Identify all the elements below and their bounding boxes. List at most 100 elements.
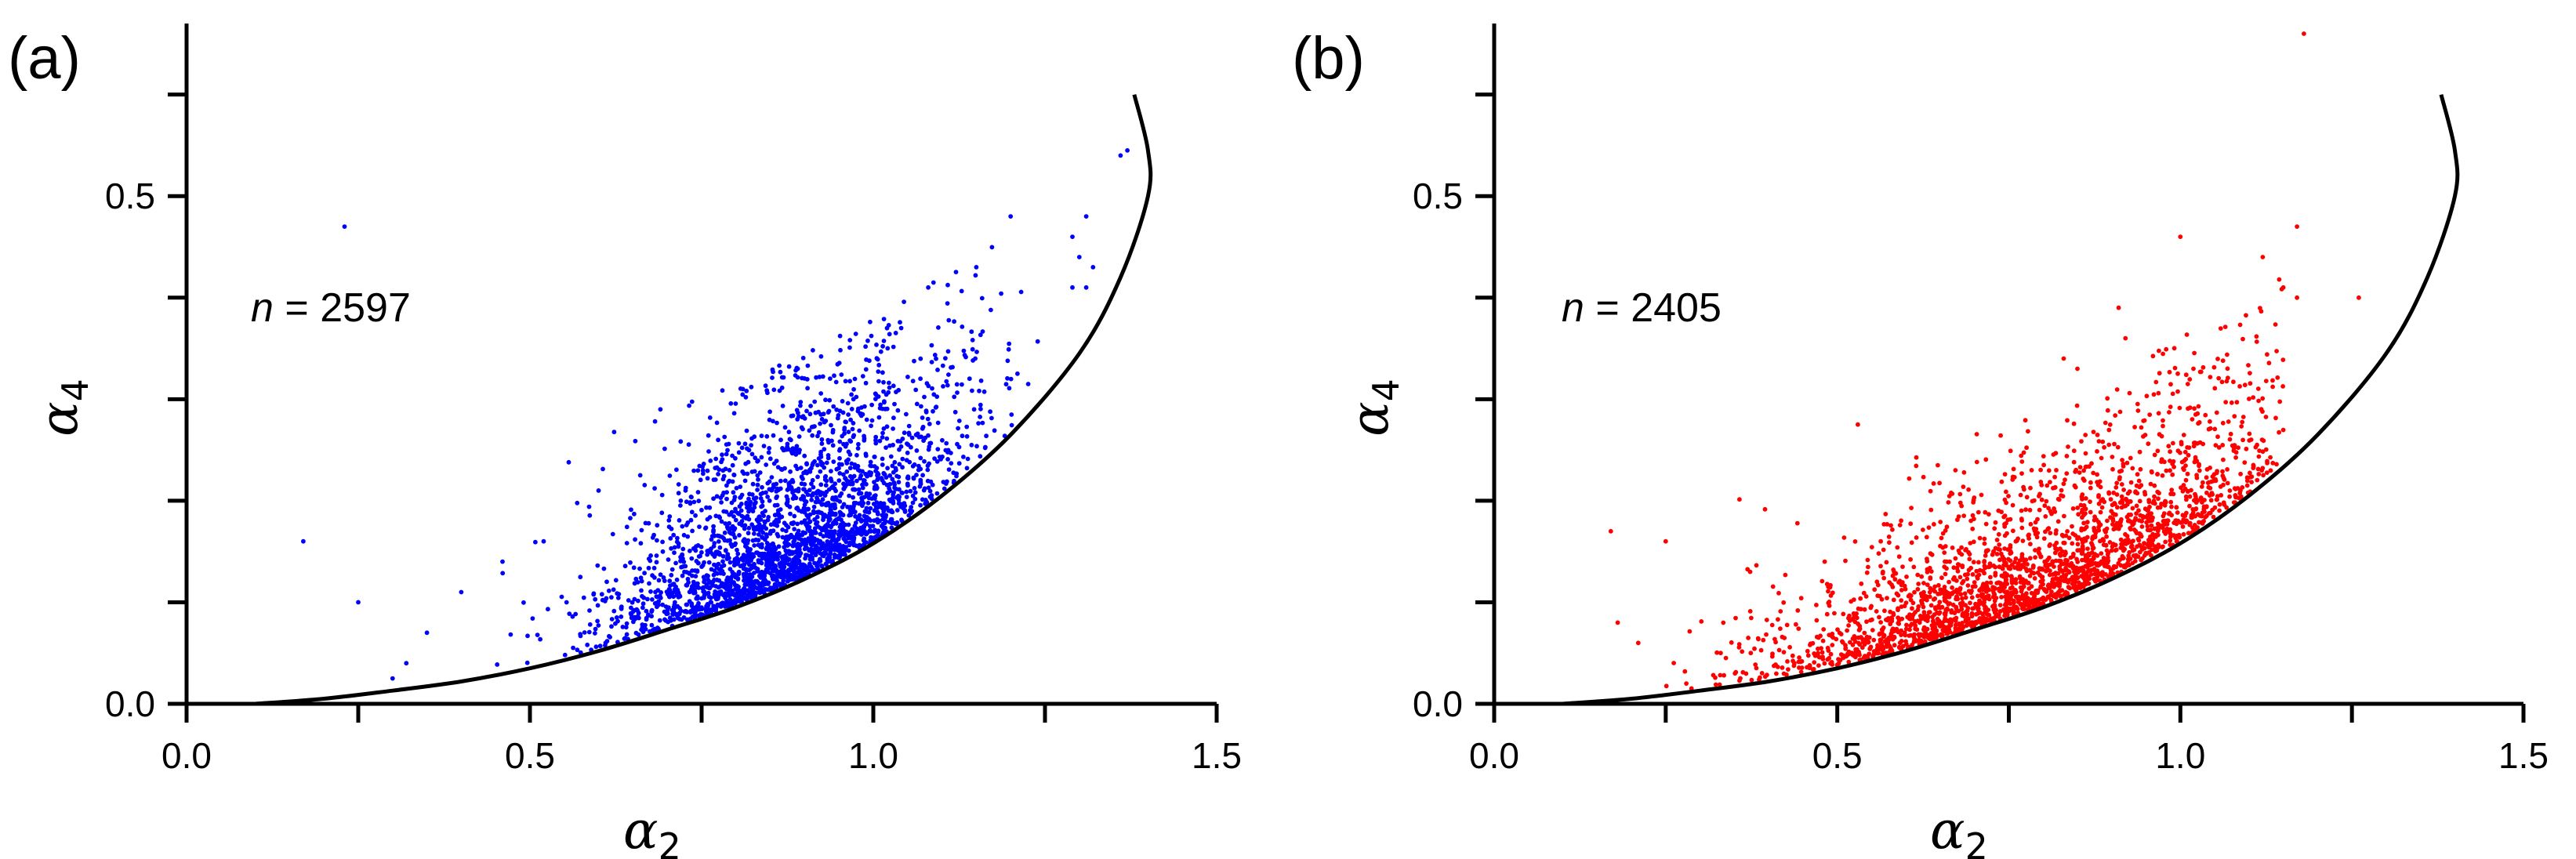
panel-a-data-point xyxy=(830,484,836,489)
panel-a-data-point xyxy=(746,459,751,465)
panel-a-data-point xyxy=(585,642,590,647)
panel-a-data-point xyxy=(771,528,776,534)
panel-a-data-point xyxy=(846,522,851,527)
panel-a-data-point xyxy=(637,473,643,478)
panel-b-data-point xyxy=(1857,626,1863,632)
panel-b-data-point xyxy=(2089,541,2094,545)
panel-a-data-point xyxy=(869,402,874,408)
panel-a-data-point xyxy=(660,602,666,607)
panel-b-data-point xyxy=(1736,642,1742,647)
panel-a-data-point xyxy=(840,512,845,517)
panel-b-data-point xyxy=(2030,564,2036,569)
panel-a-data-point xyxy=(741,538,746,543)
panel-b-data-point xyxy=(1971,560,1976,565)
panel-a-data-point xyxy=(729,580,735,585)
panel-b-data-point xyxy=(2251,395,2256,400)
panel-b-outlier-point xyxy=(2075,366,2080,372)
panel-b-data-point xyxy=(2254,334,2259,339)
panel-b-data-point xyxy=(1899,598,1904,603)
panel-b-data-point xyxy=(2138,466,2143,472)
panel-b-data-point xyxy=(1977,535,1983,541)
panel-a-data-point xyxy=(782,478,788,484)
panel-b-data-point xyxy=(2074,556,2080,562)
panel-b-data-point xyxy=(2097,562,2103,567)
panel-b-data-point xyxy=(1974,611,1979,617)
panel-b-data-point xyxy=(2110,518,2116,524)
panel-a-data-point xyxy=(869,423,873,429)
panel-a-data-point xyxy=(651,628,657,633)
panel-b-data-point xyxy=(2148,481,2153,487)
panel-a-data-point xyxy=(649,607,655,613)
panel-a-outlier-point xyxy=(658,407,663,412)
panel-a-data-point xyxy=(705,549,710,553)
panel-b-outlier-point xyxy=(2178,234,2183,239)
panel-b-data-point xyxy=(1974,568,1979,574)
panel-a-data-point xyxy=(837,455,842,461)
panel-a-data-point xyxy=(914,473,919,477)
panel-a-data-point xyxy=(692,568,698,573)
panel-b-data-point xyxy=(2152,483,2157,488)
panel-a-data-point xyxy=(632,511,637,516)
panel-b-data-point xyxy=(2056,558,2062,564)
panel-b-data-point xyxy=(1878,564,1883,569)
panel-b-data-point xyxy=(1916,582,1921,586)
panel-b-data-point xyxy=(1882,608,1887,614)
panel-b-data-point xyxy=(2124,496,2128,502)
panel-a-data-point xyxy=(782,553,788,558)
panel-b-data-point xyxy=(2150,353,2156,359)
panel-b-data-point xyxy=(1944,631,1950,636)
panel-a-data-point xyxy=(895,438,901,444)
panel-a-data-point xyxy=(840,520,846,526)
panel-b-data-point xyxy=(1994,538,2000,542)
panel-b-data-point xyxy=(2208,479,2214,484)
panel-b-data-point xyxy=(2046,468,2052,473)
panel-a-data-point xyxy=(680,573,685,578)
panel-a-tick-labels: 0.0 0.5 1.0 1.50.00.5 xyxy=(105,176,1242,776)
panel-b-data-point xyxy=(2233,450,2239,455)
panel-a-data-point xyxy=(829,469,833,473)
panel-a-data-point xyxy=(726,441,731,447)
panel-b-data-point xyxy=(2041,595,2046,600)
panel-a-data-point xyxy=(653,589,658,595)
panel-b-data-point xyxy=(2114,480,2120,486)
panel-b-data-point xyxy=(2065,418,2070,423)
panel-a-data-point xyxy=(836,553,841,559)
panel-b-data-point xyxy=(1912,589,1917,595)
panel-b-data-point xyxy=(2104,548,2110,553)
panel-a-outlier-point xyxy=(1090,265,1096,270)
panel-a-data-point xyxy=(841,502,847,507)
panel-b-data-point xyxy=(1921,589,1926,595)
panel-a-data-point xyxy=(735,556,739,560)
panel-b-data-point xyxy=(2082,577,2088,582)
panel-a-data-point xyxy=(673,560,678,566)
panel-b-data-point xyxy=(1938,587,1943,593)
panel-a-data-point xyxy=(900,437,905,441)
panel-b-data-point xyxy=(2027,573,2033,578)
panel-b-data-point xyxy=(1950,545,1955,550)
panel-b-data-point xyxy=(2023,418,2028,423)
panel-b-data-point xyxy=(1864,619,1869,625)
panel-a-data-point xyxy=(624,632,629,637)
panel-b-data-point xyxy=(2185,445,2190,450)
panel-b-data-point xyxy=(2005,582,2010,586)
panel-b-data-point xyxy=(1791,658,1796,664)
panel-a-outlier-point xyxy=(424,630,430,636)
panel-a-data-point xyxy=(816,409,821,415)
panel-b-data-point xyxy=(1812,653,1818,658)
panel-b-data-point xyxy=(1879,641,1885,647)
panel-a-data-point xyxy=(778,478,783,484)
panel-b-data-point xyxy=(1828,593,1834,598)
panel-b-data-point xyxy=(2002,497,2008,502)
panel-a-data-point xyxy=(667,514,673,519)
panel-a-data-point xyxy=(631,607,637,613)
panel-b-data-point xyxy=(2002,533,2008,538)
panel-a-data-point xyxy=(629,612,634,618)
panel-b-data-point xyxy=(2130,466,2135,471)
panel-b-data-point xyxy=(2099,551,2104,556)
panel-a-data-point xyxy=(619,614,624,619)
panel-b-data-point xyxy=(2049,511,2054,516)
panel-a-x-tick-label: 0.5 xyxy=(505,735,555,776)
panel-a-data-point xyxy=(765,390,770,396)
panel-a-data-point xyxy=(978,454,983,459)
panel-a-data-point xyxy=(1015,371,1020,376)
